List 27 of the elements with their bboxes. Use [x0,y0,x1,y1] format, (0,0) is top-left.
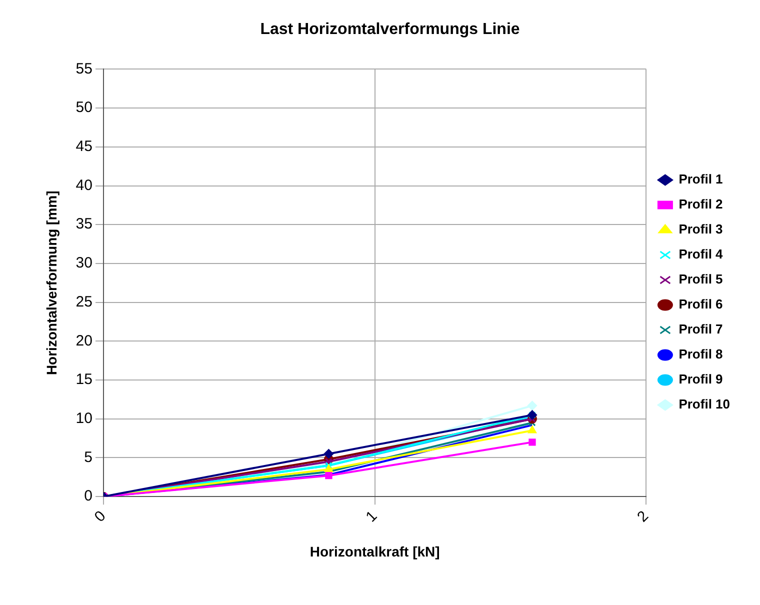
y-tick-label: 45 [76,138,92,156]
y-tick-label: 30 [76,254,92,272]
y-axis-title: Horizontalverformung [mm] [43,190,60,376]
y-tick-label: 55 [76,60,92,78]
y-tick-label: 40 [76,176,92,194]
y-tick-label: 10 [76,410,92,428]
legend-label: Profil 5 [678,272,723,287]
legend-label: Profil 6 [678,296,723,312]
legend-label: Profil 7 [678,322,723,337]
y-tick-label: 0 [84,488,92,505]
x-tick-label: 2 [634,508,652,526]
legend-label: Profil 3 [678,222,723,237]
legend-label: Profil 9 [678,372,723,387]
y-tick-label: 5 [84,448,92,466]
legend-label: Profil 4 [678,246,724,262]
x-tick-label: 1 [362,508,381,526]
y-tick-label: 15 [76,371,92,388]
chart-title: Last Horizomtalverformungs Linie [260,21,520,38]
legend-label: Profil 8 [678,346,723,362]
legend-label: Profil 1 [678,172,723,187]
y-tick-label: 25 [76,293,92,310]
legend-label: Profil 2 [678,196,723,212]
legend-label: Profil 10 [678,396,730,412]
y-tick-label: 35 [76,216,92,233]
y-tick-label: 20 [76,332,92,350]
x-axis-title: Horizontalkraft [kN] [310,543,440,560]
y-tick-label: 50 [76,99,92,116]
